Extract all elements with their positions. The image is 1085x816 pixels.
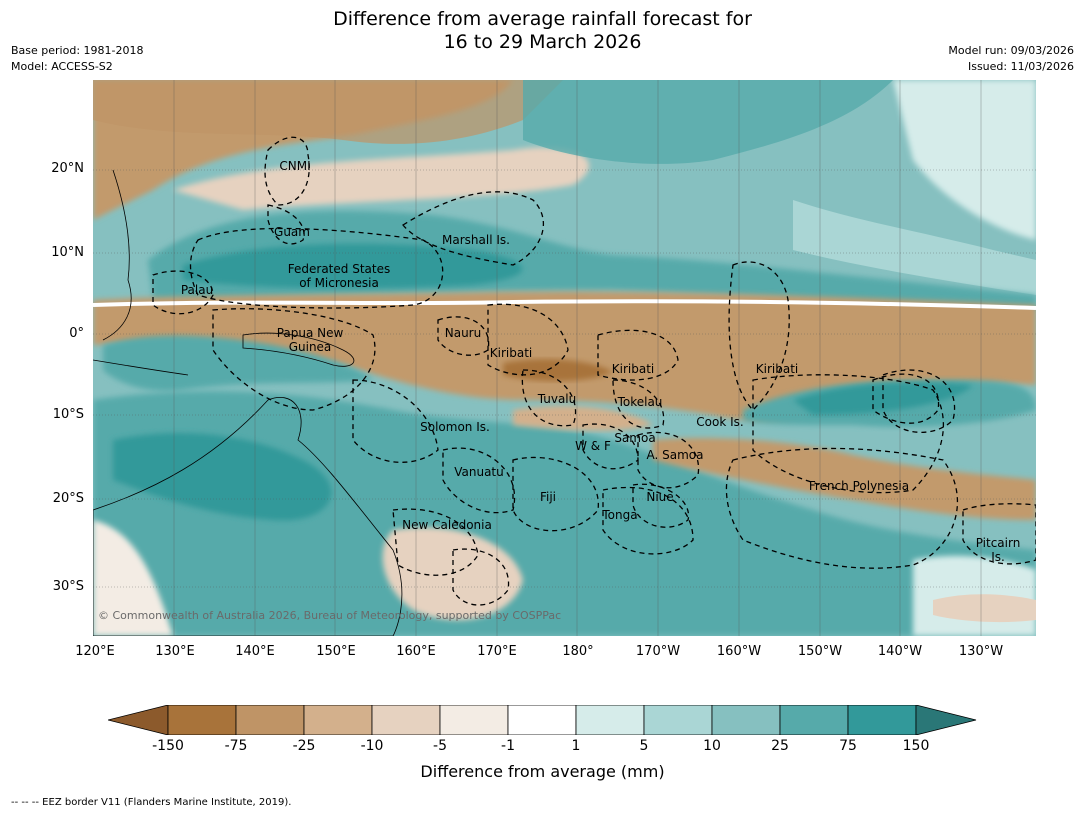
x-tick-130e: 130°E <box>155 644 195 659</box>
colorbar-swatch-2 <box>235 705 305 735</box>
colorbar-swatch-11 <box>847 705 917 735</box>
colorbar-tick-5: -1 <box>501 738 515 754</box>
colorbar-swatch-6 <box>507 705 577 735</box>
colorbar-tick-2: -25 <box>292 738 316 754</box>
colorbar-swatch-0 <box>108 705 169 735</box>
label-kiribati-central: Kiribati <box>612 362 654 376</box>
label-png-line1: Papua New <box>277 326 344 340</box>
issued-date: Issued: 11/03/2026 <box>967 60 1074 73</box>
x-tick-120e: 120°E <box>75 644 115 659</box>
label-tokelau: Tokelau <box>617 395 663 409</box>
base-period: Base period: 1981-2018 <box>11 44 144 57</box>
label-pitcairn-line2: Is. <box>991 550 1005 564</box>
colorbar-tick-8: 10 <box>703 738 721 754</box>
y-tick-10s: 10°S <box>52 407 84 422</box>
x-tick-160w: 160°W <box>716 644 762 659</box>
x-tick-150w: 150°W <box>797 644 843 659</box>
label-new-caledonia: New Caledonia <box>402 518 492 532</box>
x-tick-170e: 170°E <box>477 644 517 659</box>
label-american-samoa: A. Samoa <box>647 448 704 462</box>
colorbar-tick-9: 25 <box>771 738 789 754</box>
eez-borders <box>152 136 1036 606</box>
colorbar-swatch-1 <box>167 705 237 735</box>
label-fiji: Fiji <box>540 490 556 504</box>
label-cook-is: Cook Is. <box>696 415 743 429</box>
label-guam: Guam <box>274 225 310 239</box>
label-tonga: Tonga <box>601 508 637 522</box>
label-solomon-is: Solomon Is. <box>420 420 490 434</box>
map-title: Difference from average rainfall forecas… <box>0 8 1085 54</box>
colorbar <box>108 705 977 735</box>
title-line-1: Difference from average rainfall forecas… <box>333 8 752 30</box>
model-name: Model: ACCESS-S2 <box>11 60 113 73</box>
label-palau: Palau <box>181 283 213 297</box>
label-fsm-line1: Federated States <box>288 262 390 276</box>
anomaly-field <box>93 80 1036 636</box>
eez-footnote: -- -- -- EEZ border V11 (Flanders Marine… <box>11 797 292 808</box>
x-tick-170w: 170°W <box>635 644 681 659</box>
colorbar-tick-3: -10 <box>360 738 384 754</box>
colorbar-tick-10: 75 <box>839 738 857 754</box>
label-marshall-is: Marshall Is. <box>442 233 510 247</box>
y-tick-10n: 10°N <box>51 245 84 260</box>
y-tick-0: 0° <box>69 326 84 341</box>
colorbar-swatch-10 <box>779 705 849 735</box>
colorbar-tick-11: 150 <box>902 738 930 754</box>
colorbar-tick-4: -5 <box>433 738 447 754</box>
model-run: Model run: 09/03/2026 <box>948 44 1074 57</box>
colorbar-swatch-8 <box>643 705 713 735</box>
x-tick-150e: 150°E <box>316 644 356 659</box>
x-tick-130w: 130°W <box>958 644 1004 659</box>
colorbar-swatch-9 <box>711 705 781 735</box>
colorbar-swatch-3 <box>303 705 373 735</box>
x-tick-180: 180° <box>562 644 594 659</box>
colorbar-label: Difference from average (mm) <box>420 762 665 781</box>
y-tick-30s: 30°S <box>52 579 84 594</box>
label-niue: Niue <box>646 490 673 504</box>
rainfall-map: CNMI Guam Marshall Is. Federated States … <box>93 80 1036 636</box>
label-wallis-futuna: W & F <box>575 439 611 453</box>
colorbar-swatch-4 <box>371 705 441 735</box>
x-tick-160e: 160°E <box>396 644 436 659</box>
region-labels: CNMI Guam Marshall Is. Federated States … <box>181 159 1020 564</box>
x-tick-140e: 140°E <box>235 644 275 659</box>
label-pitcairn-line1: Pitcairn <box>976 536 1021 550</box>
label-kiribati-west: Kiribati <box>490 346 532 360</box>
y-tick-20s: 20°S <box>52 491 84 506</box>
meta-left: Base period: 1981-2018 Model: ACCESS-S2 <box>11 43 143 75</box>
title-line-2: 16 to 29 March 2026 <box>443 31 642 53</box>
x-tick-140w: 140°W <box>877 644 923 659</box>
colorbar-tick-6: 1 <box>571 738 581 754</box>
label-nauru: Nauru <box>445 326 481 340</box>
colorbar-tick-0: -150 <box>152 738 184 754</box>
copyright-notice: © Commonwealth of Australia 2026, Bureau… <box>98 609 562 622</box>
label-cnmi: CNMI <box>279 159 310 173</box>
label-fsm-line2: of Micronesia <box>299 276 379 290</box>
label-tuvalu: Tuvalu <box>537 392 577 406</box>
label-vanuatu: Vanuatu <box>454 465 504 479</box>
label-french-polynesia: French Polynesia <box>809 479 909 493</box>
meta-right: Model run: 09/03/2026 Issued: 11/03/2026 <box>948 43 1074 75</box>
colorbar-swatch-5 <box>439 705 509 735</box>
label-samoa: Samoa <box>614 431 655 445</box>
label-png-line2: Guinea <box>289 340 332 354</box>
colorbar-tick-7: 5 <box>639 738 649 754</box>
colorbar-tick-1: -75 <box>224 738 248 754</box>
colorbar-swatch-12 <box>915 705 977 735</box>
y-tick-20n: 20°N <box>51 161 84 176</box>
label-kiribati-east: Kiribati <box>756 362 798 376</box>
colorbar-swatch-7 <box>575 705 645 735</box>
